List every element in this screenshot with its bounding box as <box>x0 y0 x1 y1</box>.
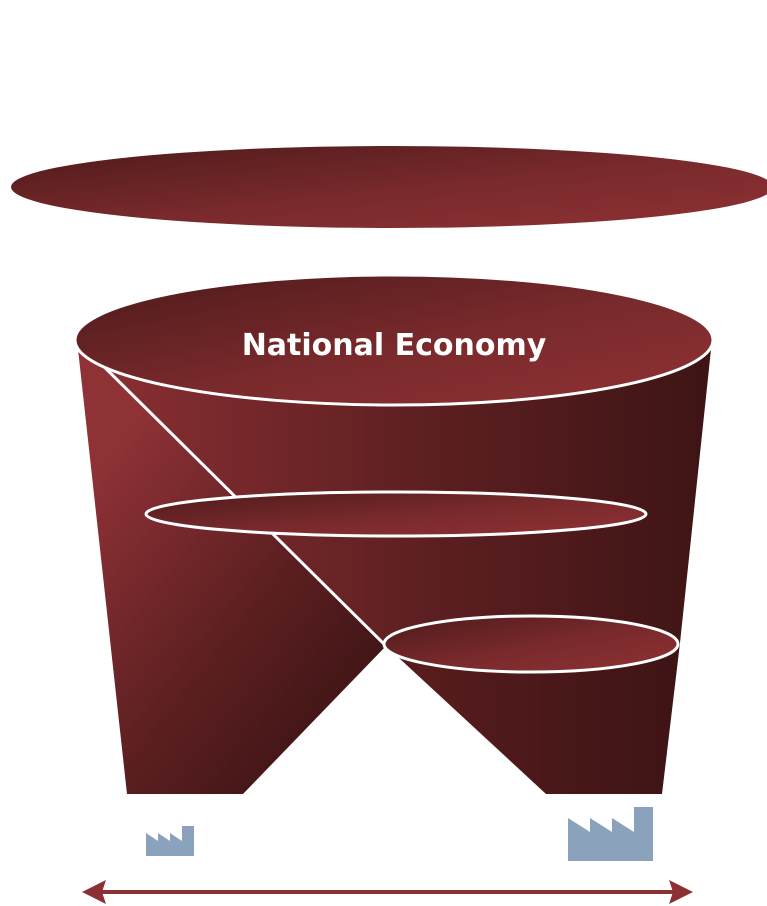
factory-icon <box>568 807 653 861</box>
cone-left-segment <box>77 340 386 794</box>
double-headed-arrow-icon <box>82 880 693 904</box>
national-economy-label: National Economy <box>242 328 547 363</box>
national-economy-disc <box>73 273 715 407</box>
lower-level-disc <box>382 614 680 674</box>
factory-icon <box>146 826 194 856</box>
middle-level-disc <box>144 490 648 538</box>
divider-line <box>75 338 388 648</box>
cone-lower-right-segment <box>386 643 680 794</box>
global-economy-disc <box>11 146 767 228</box>
